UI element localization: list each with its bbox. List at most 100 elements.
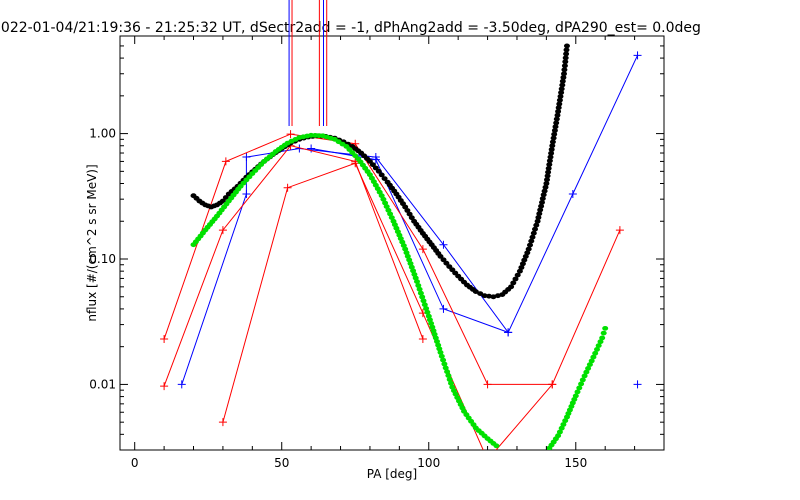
- series-7-dot-116: [446, 377, 453, 382]
- series-6-dot-69: [406, 211, 413, 217]
- series-7-dot-103: [430, 328, 437, 334]
- series-6-dot-96: [477, 291, 484, 296]
- series-4-line: [163, 145, 424, 387]
- series-6-dot-58: [381, 176, 388, 182]
- x-axis: 0 50 100 150: [131, 36, 636, 470]
- series-6-dot-119: [532, 226, 538, 232]
- series-6-dot-132: [544, 177, 550, 183]
- series-7-dot-89: [412, 275, 419, 281]
- chart-title: 2022-01-04/21:19:36 - 21:25:32 UT, dSect…: [0, 20, 701, 36]
- series-1: [307, 144, 513, 337]
- series-7-dot-70: [385, 207, 392, 213]
- series-6-dot-123: [536, 211, 543, 217]
- series-6-dot-70: [408, 215, 415, 221]
- series-6-dot-56: [375, 168, 382, 174]
- series-6-dot-106: [512, 276, 519, 282]
- series-7-dot-87: [410, 268, 417, 274]
- series-1-point-0: [307, 144, 316, 153]
- series-7-dot-156: [578, 381, 585, 387]
- series-7-dot-68: [382, 200, 389, 206]
- series-6-dot-120: [533, 222, 540, 228]
- series-6-dot-83: [437, 254, 444, 259]
- y-axis: 0.01 0.10 1.00: [89, 35, 664, 451]
- plot-frame: [119, 35, 665, 451]
- series-7-dot-101: [428, 321, 435, 326]
- series-7-dot-97: [423, 306, 430, 311]
- y-tick-label-1: 0.10: [89, 252, 116, 266]
- y-axis-label: nflux [#/(cm^2 s sr MeV)]: [85, 164, 99, 321]
- series-6-dot-125: [538, 203, 545, 209]
- series-7-dot-71: [387, 211, 394, 217]
- series-6-dot-152: [556, 101, 563, 107]
- series-6-dot-143: [550, 135, 557, 141]
- series-7-dot-98: [424, 309, 431, 315]
- series-0-point-8: [633, 51, 642, 60]
- series-7-dot-100: [426, 317, 433, 323]
- series-4-point-4: [418, 335, 427, 344]
- series-7-dot-91: [415, 283, 422, 288]
- series-0-line: [181, 55, 638, 385]
- series-0: [177, 51, 642, 389]
- series-3-point-0: [160, 335, 169, 344]
- series-7-dot-155: [576, 385, 583, 391]
- series-2: [633, 380, 642, 389]
- series-3-point-2: [286, 130, 295, 139]
- x-axis-label: PA [deg]: [367, 467, 417, 481]
- series-7-dot-137: [493, 443, 500, 449]
- series-6-dot-142: [549, 139, 556, 145]
- series-6-dot-111: [521, 257, 528, 263]
- x-tick-label-0: 0: [131, 456, 139, 470]
- series-7-dot-104: [431, 331, 438, 337]
- series-7-dot-83: [404, 253, 411, 259]
- series-7-dot-105: [432, 335, 439, 341]
- series-5-point-4: [484, 456, 492, 464]
- series-7-dot-117: [448, 380, 454, 386]
- series-6-dot-126: [539, 200, 545, 205]
- series-1-point-3: [504, 328, 513, 337]
- series-7-dot-113: [442, 365, 449, 371]
- series-4-point-1: [218, 226, 227, 235]
- series-6-dot-95: [472, 289, 479, 294]
- series-6-dot-134: [545, 169, 552, 175]
- series-6-dot-118: [530, 230, 537, 236]
- series-6-dot-124: [537, 207, 544, 213]
- series-7-dot-109: [437, 350, 444, 355]
- series-4-point-0: [160, 382, 169, 391]
- series-6-dot-116: [528, 238, 535, 244]
- series-6-dot-97: [481, 293, 488, 299]
- series-7: [190, 132, 609, 450]
- series-6-dot-68: [404, 208, 411, 213]
- series-7-dot-93: [417, 290, 424, 296]
- series-6-dot-122: [535, 215, 542, 220]
- series-7-dot-108: [436, 346, 443, 352]
- series-6-dot-117: [529, 234, 536, 240]
- series-6-dot-161: [561, 67, 568, 73]
- series-3-line: [163, 133, 621, 385]
- series-6-dot-109: [518, 265, 525, 270]
- y-tick-label-0: 0.01: [89, 377, 116, 391]
- series-6-dot-130: [542, 184, 549, 190]
- series-6-dot-140: [548, 147, 555, 152]
- series-5-point-2: [351, 159, 360, 168]
- series-6-dot-141: [549, 143, 556, 149]
- series-1-line: [311, 148, 509, 333]
- x-tick-label-1: 50: [274, 456, 289, 470]
- series-7-dot-169: [600, 330, 607, 336]
- series-5-point-5: [548, 380, 557, 389]
- series-6: [190, 43, 570, 300]
- series-7-dot-143: [556, 429, 563, 435]
- series-7-dot-85: [407, 261, 414, 266]
- series-7-dot-111: [440, 357, 447, 363]
- series-6-dot-129: [541, 188, 548, 194]
- series-6-dot-144: [551, 131, 558, 137]
- series-6-dot-157: [559, 82, 566, 88]
- series-6-dot-108: [516, 268, 523, 274]
- series-6-dot-105: [510, 280, 517, 286]
- series-7-dot-102: [429, 324, 436, 330]
- series-7-dot-145: [560, 422, 567, 427]
- series-7-dot-69: [383, 204, 390, 210]
- series-6-dot-121: [534, 218, 541, 224]
- series-6-dot-166: [563, 47, 570, 53]
- series-6-dot-150: [555, 109, 562, 114]
- series-7-dot-88: [411, 272, 418, 277]
